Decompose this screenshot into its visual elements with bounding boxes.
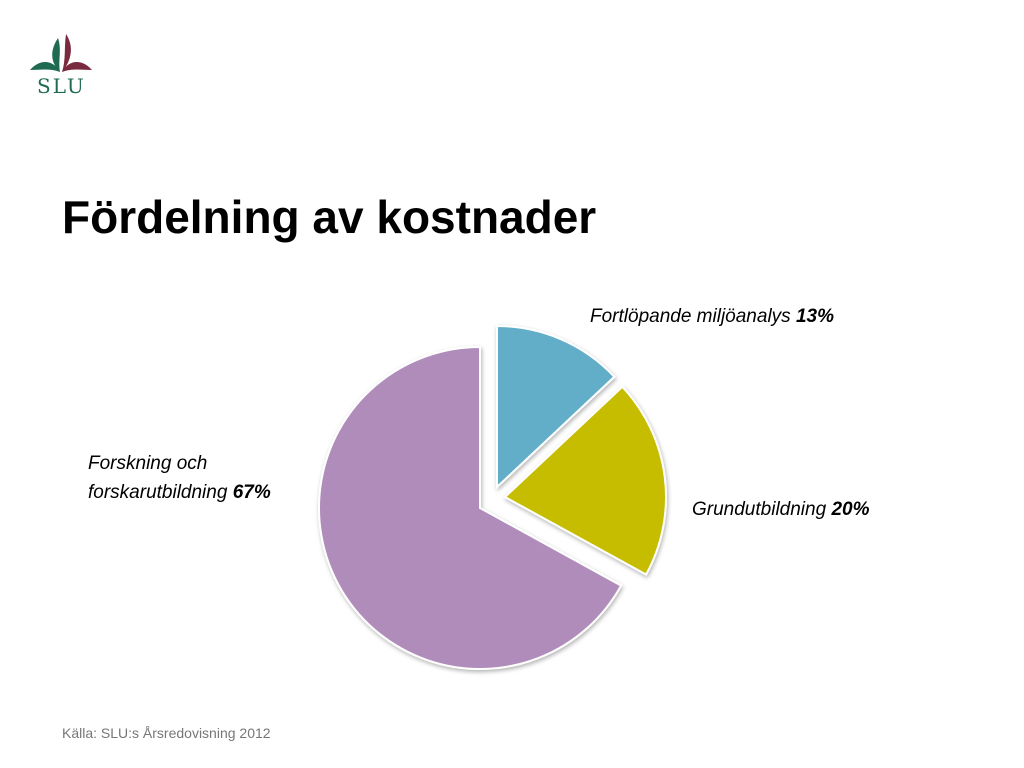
logo-leaf [62, 61, 92, 72]
pie-slice [503, 385, 667, 576]
chart-title: Fördelning av kostnader [62, 191, 597, 243]
slice-label: Grundutbildning 20% [692, 495, 869, 524]
logo-leaf [30, 61, 60, 72]
value-label: 67% [232, 482, 271, 503]
value-label: 20% [831, 499, 870, 520]
category-name: Forskning och forskarutbildning [88, 453, 228, 503]
pie-slice [318, 345, 623, 670]
logo-leaf [62, 34, 71, 72]
category-name: Grundutbildning [692, 499, 827, 520]
value-label: 13% [795, 306, 834, 327]
source-note: Källa: SLU:s Årsredovisning 2012 [62, 725, 271, 741]
pie-slice [496, 324, 616, 490]
logo: SLU [30, 34, 92, 98]
category-name: Fortlöpande miljöanalys [590, 306, 791, 327]
logo-text: SLU [37, 74, 86, 98]
slice-label: Fortlöpande miljöanalys 13% [590, 302, 834, 331]
slice-label: Forskning och forskarutbildning 67% [88, 449, 313, 507]
logo-leaf [52, 38, 60, 72]
